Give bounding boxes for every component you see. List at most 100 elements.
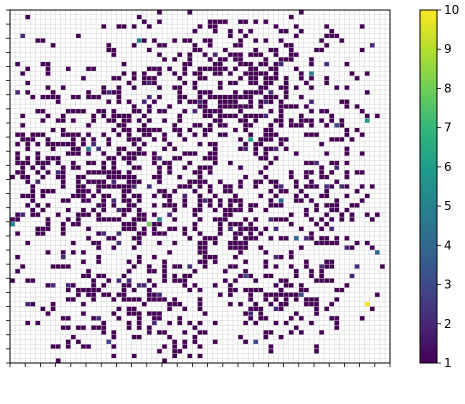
heatmap-cell <box>80 273 86 279</box>
heatmap-cell <box>65 132 71 138</box>
heatmap-cell <box>324 108 330 114</box>
heatmap-cell <box>298 282 304 288</box>
heatmap-cell <box>298 292 304 298</box>
heatmap-cell <box>60 221 66 227</box>
heatmap-cell <box>319 38 325 43</box>
heatmap-cell <box>116 90 122 95</box>
heatmap-cell <box>243 259 249 265</box>
heatmap-cell <box>303 264 309 269</box>
heatmap-cell <box>151 80 157 86</box>
heatmap-cell <box>182 306 188 312</box>
heatmap-cell <box>65 264 71 269</box>
heatmap-cell <box>20 212 26 218</box>
heatmap-cell <box>227 99 233 105</box>
heatmap-cell <box>65 217 71 222</box>
colorbar-frame <box>419 9 438 364</box>
heatmap-cell <box>288 282 294 288</box>
heatmap-cell <box>151 155 157 161</box>
heatmap-cell <box>217 61 223 67</box>
heatmap-cell <box>258 306 264 312</box>
heatmap-cell <box>303 118 309 123</box>
heatmap-cell <box>212 339 218 345</box>
heatmap-cell <box>30 165 36 171</box>
heatmap-cell <box>248 315 254 321</box>
heatmap-cell <box>187 264 193 269</box>
heatmap-cell <box>329 137 335 142</box>
heatmap-cell <box>283 57 289 62</box>
heatmap-cell <box>278 235 284 241</box>
heatmap-cell <box>156 165 162 171</box>
heatmap-cell <box>70 137 76 142</box>
heatmap-cell <box>192 334 198 340</box>
heatmap-cell <box>288 264 294 269</box>
heatmap-cell <box>45 188 51 194</box>
heatmap-cell <box>212 108 218 114</box>
heatmap-cell <box>182 61 188 67</box>
heatmap-cell <box>197 94 203 100</box>
heatmap-cell <box>253 52 259 58</box>
heatmap-cell <box>227 71 233 76</box>
heatmap-cell <box>136 198 142 203</box>
heatmap-cell <box>359 47 365 53</box>
heatmap-cell <box>308 118 314 123</box>
heatmap-cell <box>167 170 173 175</box>
heatmap-cell <box>111 235 117 241</box>
heatmap-cell <box>86 132 92 138</box>
heatmap-cell <box>273 146 279 152</box>
heatmap-cell <box>314 240 320 246</box>
heatmap-cell <box>273 47 279 53</box>
heatmap-cell <box>172 264 178 269</box>
heatmap-cell <box>207 127 213 133</box>
heatmap-cell <box>298 10 304 15</box>
heatmap-cell <box>303 207 309 213</box>
heatmap-cell <box>20 165 26 171</box>
heatmap-cell <box>86 292 92 298</box>
heatmap-cell <box>349 71 355 76</box>
heatmap-cell <box>334 240 340 246</box>
heatmap-cell <box>162 42 168 48</box>
heatmap-cell <box>212 282 218 288</box>
heatmap-cell <box>278 122 284 128</box>
heatmap-cell <box>101 90 107 95</box>
heatmap-cell <box>101 193 107 199</box>
heatmap-cell <box>268 198 274 203</box>
heatmap-cell <box>101 179 107 185</box>
heatmap-cell <box>329 226 335 232</box>
heatmap-cell <box>253 66 259 72</box>
heatmap-cell <box>65 141 71 147</box>
heatmap-cell <box>126 184 132 189</box>
heatmap-cell <box>141 127 147 133</box>
heatmap-cell <box>303 259 309 265</box>
heatmap-cell <box>288 254 294 260</box>
heatmap-cell <box>172 339 178 345</box>
heatmap-cell <box>192 122 198 128</box>
heatmap-cell <box>258 71 264 76</box>
heatmap-cell <box>324 151 330 156</box>
heatmap-cell <box>111 198 117 203</box>
heatmap-cell <box>121 61 127 67</box>
heatmap-cell <box>131 334 137 340</box>
heatmap-cell <box>131 42 137 48</box>
heatmap-cell <box>96 146 102 152</box>
heatmap-cell <box>248 113 254 119</box>
heatmap-cell <box>101 198 107 203</box>
heatmap-cell <box>167 306 173 312</box>
heatmap-cell <box>268 301 274 307</box>
heatmap-cell <box>197 24 203 29</box>
heatmap-cell <box>20 193 26 199</box>
heatmap-cell <box>293 198 299 203</box>
heatmap-cell <box>212 146 218 152</box>
heatmap-cell <box>248 231 254 236</box>
heatmap-cell <box>329 113 335 119</box>
heatmap-cell <box>182 137 188 142</box>
heatmap-cell <box>344 160 350 166</box>
heatmap-cell <box>101 231 107 236</box>
heatmap-cell <box>334 179 340 185</box>
heatmap-cell <box>182 38 188 43</box>
heatmap-cell <box>172 278 178 283</box>
heatmap-cell <box>329 240 335 246</box>
heatmap-cell <box>258 104 264 109</box>
heatmap-cell <box>86 273 92 279</box>
heatmap-cell <box>232 127 238 133</box>
heatmap-cell <box>177 184 183 189</box>
